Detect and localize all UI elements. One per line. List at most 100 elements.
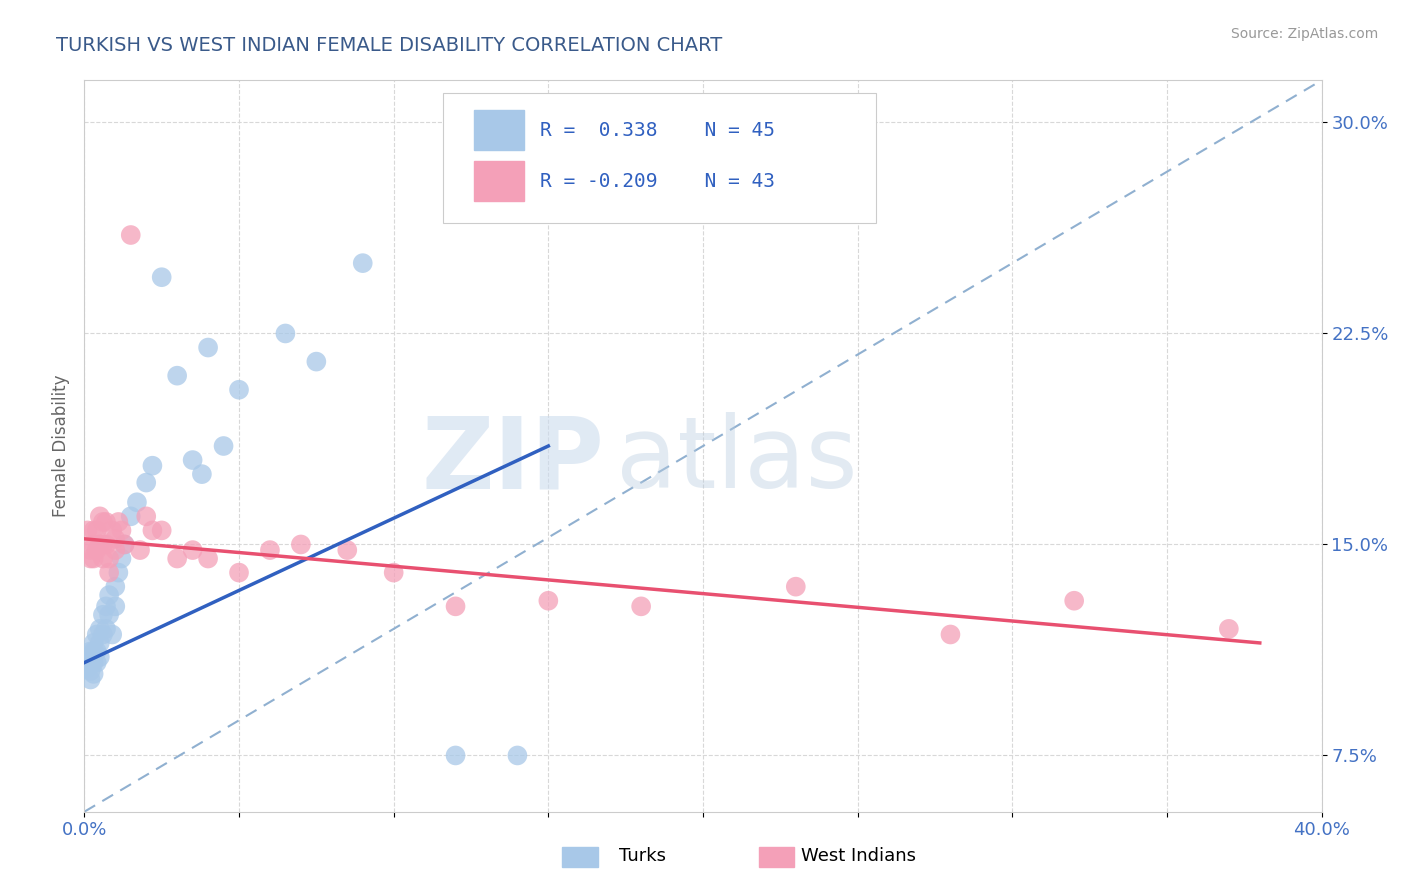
Point — [114, 537, 136, 551]
Point — [86, 644, 108, 658]
Point — [274, 326, 297, 341]
Point — [382, 566, 405, 580]
Point — [104, 599, 127, 614]
Point — [228, 383, 250, 397]
Text: West Indians: West Indians — [801, 847, 917, 865]
Point — [98, 551, 121, 566]
Point — [86, 543, 108, 558]
Point — [91, 551, 114, 566]
Point — [83, 656, 105, 670]
Bar — [474, 161, 523, 201]
Point — [114, 537, 136, 551]
Point — [91, 515, 114, 529]
FancyBboxPatch shape — [443, 93, 876, 223]
Point — [259, 543, 281, 558]
Point — [290, 537, 312, 551]
Bar — [474, 110, 523, 150]
Point — [107, 566, 129, 580]
Point — [352, 256, 374, 270]
Point — [98, 588, 121, 602]
Point — [107, 515, 129, 529]
Point — [101, 524, 124, 538]
Point — [150, 270, 173, 285]
Point — [110, 551, 132, 566]
Point — [197, 341, 219, 355]
Point — [228, 566, 250, 580]
Point — [630, 599, 652, 614]
Point — [506, 748, 529, 763]
Point — [79, 656, 101, 670]
Point — [83, 636, 105, 650]
Point — [444, 599, 467, 614]
Text: R = -0.209    N = 43: R = -0.209 N = 43 — [540, 171, 775, 191]
Point — [79, 644, 101, 658]
Point — [444, 748, 467, 763]
Point — [135, 475, 157, 490]
Point — [125, 495, 148, 509]
Point — [212, 439, 235, 453]
Point — [89, 537, 111, 551]
Point — [141, 458, 163, 473]
Point — [104, 580, 127, 594]
Point — [94, 622, 117, 636]
Point — [89, 622, 111, 636]
Point — [83, 666, 105, 681]
Text: TURKISH VS WEST INDIAN FEMALE DISABILITY CORRELATION CHART: TURKISH VS WEST INDIAN FEMALE DISABILITY… — [56, 36, 723, 54]
Text: ZIP: ZIP — [422, 412, 605, 509]
Point — [197, 551, 219, 566]
Point — [83, 537, 105, 551]
Point — [76, 656, 98, 670]
Point — [120, 509, 142, 524]
Point — [76, 650, 98, 665]
Point — [336, 543, 359, 558]
Y-axis label: Female Disability: Female Disability — [52, 375, 70, 517]
Point — [94, 599, 117, 614]
Point — [1218, 622, 1240, 636]
Point — [181, 543, 204, 558]
Point — [104, 532, 127, 546]
Point — [98, 607, 121, 622]
Point — [91, 537, 114, 551]
Point — [89, 509, 111, 524]
Point — [76, 524, 98, 538]
Point — [91, 627, 114, 641]
Point — [89, 636, 111, 650]
Point — [79, 664, 101, 678]
Text: Source: ZipAtlas.com: Source: ZipAtlas.com — [1230, 27, 1378, 41]
Text: Turks: Turks — [619, 847, 665, 865]
Point — [110, 524, 132, 538]
Point — [129, 543, 152, 558]
Point — [89, 650, 111, 665]
Point — [86, 656, 108, 670]
Point — [166, 368, 188, 383]
Point — [104, 543, 127, 558]
Point — [101, 627, 124, 641]
Point — [94, 515, 117, 529]
Point — [150, 524, 173, 538]
Point — [86, 627, 108, 641]
Point — [83, 524, 105, 538]
Point — [76, 661, 98, 675]
Point — [83, 644, 105, 658]
Text: R =  0.338    N = 45: R = 0.338 N = 45 — [540, 120, 775, 139]
Point — [91, 607, 114, 622]
Point — [305, 354, 328, 368]
Point — [94, 537, 117, 551]
Point — [537, 593, 560, 607]
Point — [135, 509, 157, 524]
Point — [191, 467, 214, 482]
Point — [79, 543, 101, 558]
Point — [1063, 593, 1085, 607]
Point — [785, 580, 807, 594]
Point — [181, 453, 204, 467]
Point — [79, 551, 101, 566]
Text: atlas: atlas — [616, 412, 858, 509]
Point — [939, 627, 962, 641]
Point — [120, 227, 142, 242]
Point — [166, 551, 188, 566]
Point — [86, 524, 108, 538]
Point — [79, 673, 101, 687]
Point — [83, 551, 105, 566]
Point — [98, 566, 121, 580]
Point — [141, 524, 163, 538]
